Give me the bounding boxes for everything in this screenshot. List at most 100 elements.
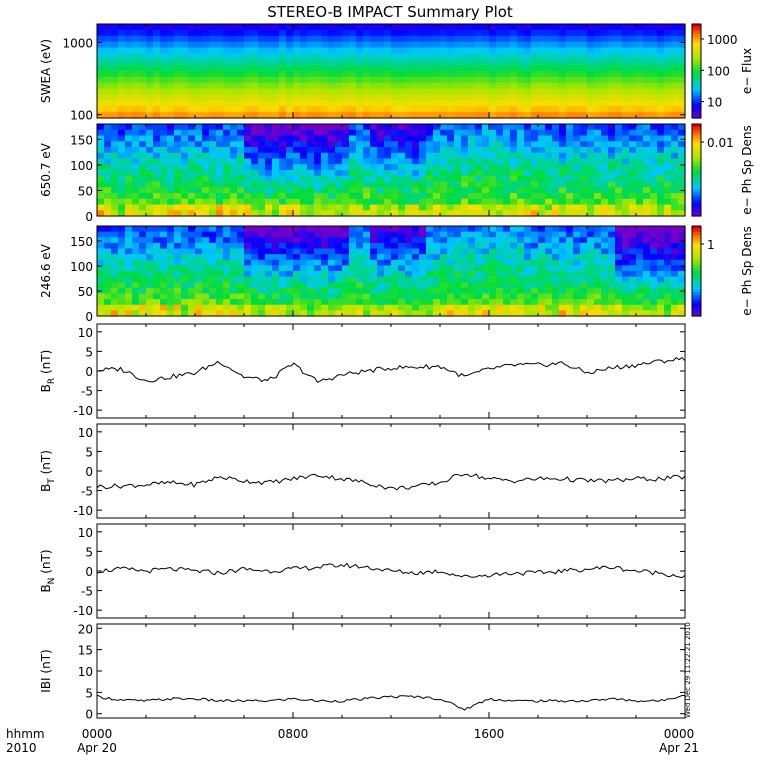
heatmap-cell	[538, 231, 546, 238]
heatmap-cell	[643, 24, 651, 31]
heatmap-cell	[251, 158, 259, 165]
heatmap-cell	[307, 293, 315, 300]
heatmap-cell	[433, 187, 441, 194]
heatmap-cell	[153, 71, 161, 78]
heatmap-cell	[440, 187, 448, 194]
y-tick-label: 5	[85, 345, 93, 359]
heatmap-cell	[335, 65, 343, 72]
heatmap-cell	[531, 76, 539, 84]
heatmap-cell	[167, 293, 175, 300]
heatmap-cell	[300, 135, 308, 142]
heatmap-cell	[146, 106, 154, 113]
heatmap-cell	[503, 310, 511, 317]
colorbar-segment	[692, 268, 701, 272]
heatmap-cell	[244, 181, 252, 188]
heatmap-cell	[160, 76, 168, 84]
heatmap-cell	[440, 147, 448, 154]
heatmap-cell	[195, 237, 203, 244]
heatmap-cell	[118, 76, 126, 84]
heatmap-cell	[482, 237, 490, 244]
heatmap-cell	[643, 88, 651, 96]
heatmap-cell	[461, 129, 469, 137]
heatmap-cell	[580, 100, 588, 107]
heatmap-cell	[202, 265, 210, 272]
heatmap-cell	[419, 304, 427, 311]
heatmap-cell	[216, 47, 224, 54]
heatmap-cell	[496, 88, 504, 96]
heatmap-cell	[650, 71, 658, 78]
heatmap-cell	[594, 299, 602, 306]
heatmap-cell	[181, 304, 189, 311]
heatmap-cell	[391, 147, 399, 154]
heatmap-cell	[139, 204, 147, 211]
heatmap-cell	[398, 310, 406, 317]
heatmap-cell	[405, 47, 413, 54]
heatmap-cell	[643, 187, 651, 194]
heatmap-cell	[664, 124, 672, 131]
heatmap-cell	[153, 237, 161, 244]
heatmap-cell	[496, 237, 504, 244]
heatmap-cell	[132, 35, 140, 43]
heatmap-cell	[356, 59, 364, 66]
heatmap-cell	[566, 158, 574, 165]
heatmap-cell	[587, 287, 595, 295]
heatmap-cell	[594, 65, 602, 72]
heatmap-cell	[370, 271, 378, 278]
heatmap-cell	[300, 259, 308, 266]
heatmap-cell	[230, 141, 238, 148]
heatmap-cell	[377, 293, 385, 300]
heatmap-cell	[230, 53, 238, 60]
heatmap-cell	[307, 237, 315, 244]
heatmap-cell	[475, 282, 483, 289]
heatmap-cell	[629, 164, 637, 171]
heatmap-cell	[377, 135, 385, 142]
heatmap-cell	[244, 282, 252, 289]
heatmap-cell	[104, 106, 112, 113]
heatmap-cell	[195, 88, 203, 96]
heatmap-cell	[461, 187, 469, 194]
heatmap-cell	[587, 231, 595, 238]
heatmap-cell	[160, 254, 168, 261]
heatmap-cell	[209, 248, 217, 255]
heatmap-cell	[678, 198, 686, 206]
heatmap-cell	[139, 164, 147, 171]
heatmap-cell	[636, 100, 644, 107]
heatmap-cell	[384, 41, 392, 49]
heatmap-cell	[237, 226, 245, 233]
heatmap-cell	[125, 47, 133, 54]
heatmap-cell	[643, 254, 651, 261]
heatmap-cell	[531, 100, 539, 107]
heatmap-cell	[412, 129, 420, 137]
heatmap-cell	[636, 237, 644, 244]
heatmap-cell	[510, 259, 518, 266]
heatmap-cell	[496, 82, 504, 90]
heatmap-cell	[104, 112, 112, 119]
colorbar-segment	[692, 89, 701, 94]
heatmap-cell	[321, 129, 329, 137]
heatmap-cell	[496, 265, 504, 272]
heatmap-cell	[671, 310, 679, 317]
heatmap-cell	[601, 237, 609, 244]
heatmap-cell	[321, 152, 329, 160]
heatmap-cell	[433, 287, 441, 295]
heatmap-cell	[489, 254, 497, 261]
heatmap-cell	[622, 181, 630, 188]
heatmap-cell	[97, 181, 105, 188]
heatmap-cell	[363, 293, 371, 300]
heatmap-cell	[209, 226, 217, 233]
heatmap-cell	[202, 135, 210, 142]
heatmap-cell	[622, 271, 630, 278]
heatmap-cell	[384, 158, 392, 165]
heatmap-cell	[405, 152, 413, 160]
heatmap-cell	[566, 299, 574, 306]
heatmap-cell	[615, 175, 623, 183]
heatmap-cell	[587, 129, 595, 137]
heatmap-cell	[265, 53, 273, 60]
heatmap-cell	[566, 282, 574, 289]
heatmap-cell	[643, 231, 651, 238]
heatmap-cell	[559, 237, 567, 244]
heatmap-cell	[468, 293, 476, 300]
y-axis-label: BT (nT)	[39, 450, 57, 492]
heatmap-cell	[251, 187, 259, 194]
heatmap-cell	[594, 226, 602, 233]
